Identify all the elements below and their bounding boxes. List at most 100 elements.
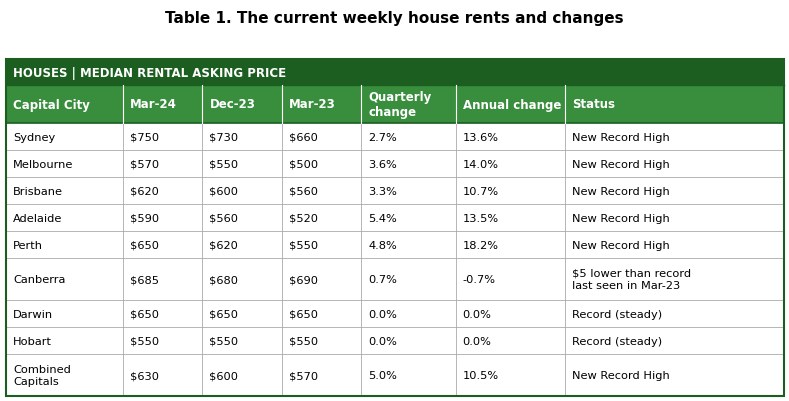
Bar (6, 60, 784, 86)
Bar (455, 354, 565, 396)
Bar (203, 86, 282, 124)
Text: 13.5%: 13.5% (462, 213, 499, 223)
Bar (565, 354, 784, 396)
Bar (361, 231, 455, 259)
Bar (565, 259, 784, 300)
Text: $680: $680 (210, 274, 238, 284)
Bar (455, 259, 565, 300)
Bar (361, 151, 455, 178)
Text: HOUSES | MEDIAN RENTAL ASKING PRICE: HOUSES | MEDIAN RENTAL ASKING PRICE (13, 66, 286, 79)
Text: $550: $550 (210, 336, 238, 346)
Bar (123, 178, 203, 205)
Bar (203, 259, 282, 300)
Bar (6, 151, 123, 178)
Bar (203, 205, 282, 231)
Bar (282, 124, 361, 151)
Text: New Record High: New Record High (572, 213, 669, 223)
Text: $730: $730 (210, 132, 238, 142)
Text: $620: $620 (210, 240, 238, 250)
Text: Canberra: Canberra (13, 274, 65, 284)
Text: Sydney: Sydney (13, 132, 55, 142)
Bar (123, 327, 203, 354)
Text: 0.0%: 0.0% (368, 336, 397, 346)
Text: 5.4%: 5.4% (368, 213, 397, 223)
Bar (361, 178, 455, 205)
Bar (6, 231, 123, 259)
Text: $570: $570 (289, 370, 318, 380)
Text: $500: $500 (289, 159, 318, 169)
Bar (123, 124, 203, 151)
Bar (203, 327, 282, 354)
Text: $550: $550 (289, 336, 318, 346)
Text: 3.6%: 3.6% (368, 159, 397, 169)
Text: Darwin: Darwin (13, 309, 53, 319)
Bar (6, 259, 123, 300)
Bar (282, 86, 361, 124)
Text: $550: $550 (210, 159, 238, 169)
Bar (565, 300, 784, 327)
Text: 0.7%: 0.7% (368, 274, 397, 284)
Text: $560: $560 (210, 213, 238, 223)
Bar (361, 205, 455, 231)
Bar (565, 178, 784, 205)
Text: $650: $650 (210, 309, 238, 319)
Text: Combined
Capitals: Combined Capitals (13, 364, 71, 386)
Bar (565, 124, 784, 151)
Text: $685: $685 (130, 274, 159, 284)
Text: 5.0%: 5.0% (368, 370, 397, 380)
Bar (203, 231, 282, 259)
Text: $650: $650 (130, 240, 159, 250)
Bar (455, 178, 565, 205)
Bar (123, 86, 203, 124)
Text: 14.0%: 14.0% (462, 159, 499, 169)
Text: $660: $660 (289, 132, 318, 142)
Bar (565, 327, 784, 354)
Text: $600: $600 (210, 186, 238, 196)
Text: 2.7%: 2.7% (368, 132, 397, 142)
Bar (565, 151, 784, 178)
Bar (565, 231, 784, 259)
Text: $570: $570 (130, 159, 159, 169)
Text: New Record High: New Record High (572, 159, 669, 169)
Bar (282, 205, 361, 231)
Bar (282, 151, 361, 178)
Text: $600: $600 (210, 370, 238, 380)
Text: Capital City: Capital City (13, 98, 90, 111)
Bar (123, 205, 203, 231)
Text: $690: $690 (289, 274, 318, 284)
Bar (565, 86, 784, 124)
Text: Mar-23: Mar-23 (289, 98, 335, 111)
Bar (123, 259, 203, 300)
Bar (282, 354, 361, 396)
Bar (282, 327, 361, 354)
Bar (6, 354, 123, 396)
Text: $630: $630 (130, 370, 159, 380)
Text: 0.0%: 0.0% (462, 336, 492, 346)
Bar (282, 178, 361, 205)
Bar (6, 205, 123, 231)
Bar (123, 354, 203, 396)
Text: Annual change: Annual change (462, 98, 561, 111)
Bar (455, 205, 565, 231)
Bar (6, 86, 123, 124)
Text: 10.5%: 10.5% (462, 370, 499, 380)
Text: Record (steady): Record (steady) (572, 336, 662, 346)
Bar (6, 124, 123, 151)
Bar (6, 178, 123, 205)
Text: Quarterly
change: Quarterly change (368, 91, 432, 119)
Bar (565, 205, 784, 231)
Text: Perth: Perth (13, 240, 43, 250)
Text: New Record High: New Record High (572, 370, 669, 380)
Text: $520: $520 (289, 213, 318, 223)
Text: $550: $550 (130, 336, 159, 346)
Text: $550: $550 (289, 240, 318, 250)
Text: New Record High: New Record High (572, 240, 669, 250)
Bar (203, 178, 282, 205)
Bar (361, 354, 455, 396)
Text: Brisbane: Brisbane (13, 186, 63, 196)
Text: $750: $750 (130, 132, 159, 142)
Text: $650: $650 (289, 309, 318, 319)
Text: New Record High: New Record High (572, 132, 669, 142)
Bar (282, 300, 361, 327)
Bar (203, 151, 282, 178)
